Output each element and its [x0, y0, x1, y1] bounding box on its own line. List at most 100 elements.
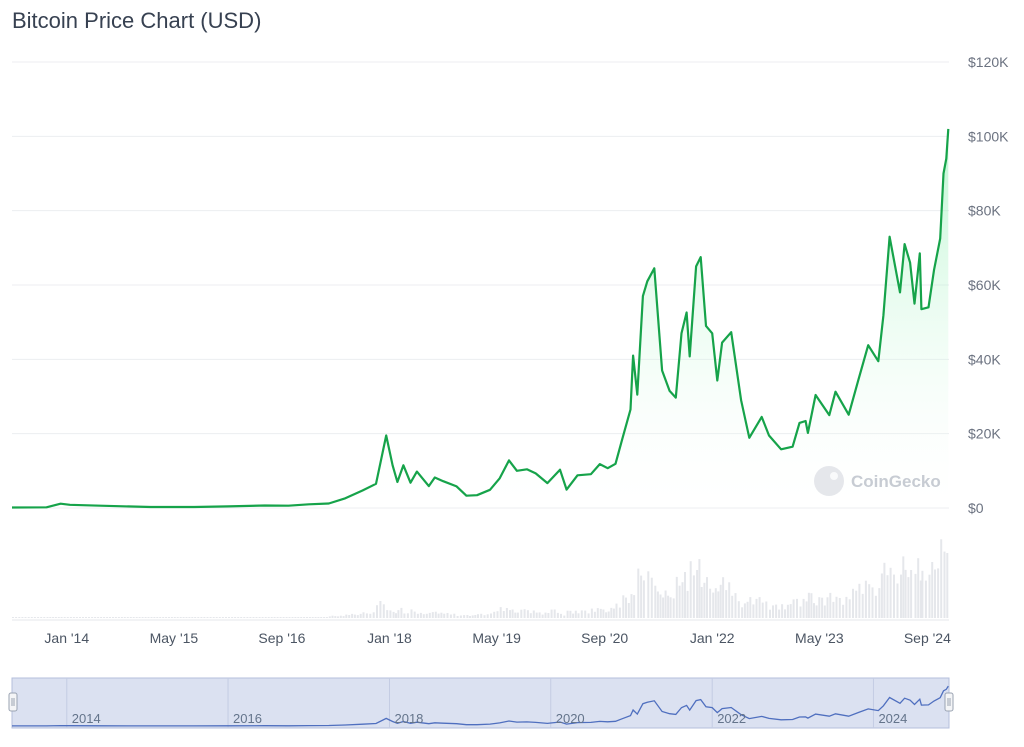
navigator-window[interactable] — [11, 677, 950, 729]
volume-bar — [602, 609, 605, 618]
volume-bar — [179, 617, 182, 618]
volume-bar — [696, 570, 699, 618]
volume-bar — [66, 617, 69, 618]
volume-bar — [769, 609, 771, 618]
volume-bar — [240, 617, 243, 618]
volume-bar — [526, 610, 529, 618]
volume-bar — [883, 562, 886, 618]
volume-bar — [449, 614, 452, 618]
volume-bar — [369, 613, 372, 618]
volume-bar — [362, 612, 365, 618]
volume-bar — [686, 590, 689, 618]
volume-bar — [168, 617, 170, 618]
volume-bar — [772, 605, 774, 618]
volume-bar — [440, 612, 443, 618]
volume-bar — [75, 617, 78, 618]
volume-bar — [615, 603, 618, 618]
volume-bar — [832, 601, 835, 618]
volume-bar — [662, 597, 665, 618]
volume-bar — [858, 583, 861, 618]
volume-bar — [138, 617, 141, 618]
volume-bar — [21, 617, 24, 618]
volume-bar — [135, 617, 138, 618]
volume-bar — [150, 617, 153, 618]
volume-bar — [852, 588, 854, 618]
volume-bar — [243, 617, 246, 618]
volume-bar — [815, 605, 818, 618]
volume-bar — [109, 617, 111, 618]
range-navigator[interactable]: 2014 2016 2018 2020 2022 2024 — [8, 677, 954, 729]
volume-bar — [228, 617, 230, 618]
navigator-line-group — [12, 685, 949, 727]
volume-bar — [117, 617, 120, 618]
volume-bar — [749, 597, 752, 618]
volume-bar — [706, 577, 708, 618]
volume-bar — [577, 613, 580, 618]
volume-bar — [813, 603, 815, 618]
coingecko-watermark: CoinGecko — [814, 466, 941, 496]
price-line[interactable] — [11, 128, 950, 509]
volume-bar — [535, 612, 538, 618]
volume-bar — [234, 617, 237, 618]
volume-bar — [607, 611, 610, 618]
volume-bar — [640, 575, 643, 618]
volume-bar — [27, 617, 30, 618]
volume-bar — [392, 611, 395, 618]
volume-bar — [818, 597, 821, 618]
volume-bar — [60, 617, 63, 618]
volume-bar — [810, 593, 813, 618]
volume-bar — [279, 617, 282, 618]
volume-bar — [563, 615, 566, 618]
navigator-left-handle[interactable] — [8, 692, 18, 712]
volume-bar — [605, 612, 608, 618]
volume-bar — [538, 612, 541, 618]
volume-bar — [320, 617, 323, 618]
volume-bar — [868, 584, 871, 618]
volume-bar — [437, 613, 440, 618]
volume-bar — [896, 583, 899, 618]
volume-bar — [593, 611, 596, 618]
volume-bar — [689, 561, 692, 618]
volume-bar — [413, 611, 416, 618]
volume-bar — [681, 582, 684, 618]
volume-bar — [587, 613, 590, 618]
volume-bar — [339, 615, 342, 618]
volume-bar — [206, 617, 209, 618]
volume-bar — [325, 617, 328, 618]
volume-bar — [85, 617, 87, 618]
volume-bar — [443, 613, 446, 618]
volume-bar — [796, 598, 798, 618]
volume-bar — [297, 617, 300, 618]
volume-bar — [550, 609, 553, 618]
volume-bar — [496, 611, 499, 618]
volume-bar — [599, 608, 602, 618]
volume-bar — [410, 609, 413, 618]
volume-bar — [566, 610, 569, 618]
volume-bar — [103, 617, 106, 618]
volume-bar — [97, 617, 100, 618]
volume-bar — [416, 613, 419, 618]
volume-bar — [544, 612, 547, 618]
volume-bar — [123, 617, 126, 618]
volume-bar — [647, 571, 650, 618]
volume-bar — [755, 598, 758, 618]
x-axis-labels: Jan '14 May '15 Sep '16 Jan '18 May '19 Sep '… — [44, 630, 951, 646]
volume-bar — [855, 590, 858, 618]
navigator-right-handle[interactable] — [944, 692, 954, 712]
x-tick-label: Sep '20 — [581, 630, 628, 646]
x-tick-label: Sep '16 — [258, 630, 305, 646]
volume-bar — [560, 613, 562, 618]
volume-bar — [72, 617, 75, 618]
volume-bar — [789, 604, 792, 618]
price-line-group[interactable] — [11, 128, 950, 509]
volume-bar — [889, 567, 892, 618]
volume-bar — [334, 616, 337, 618]
volume-bar — [886, 575, 889, 618]
volume-bar — [493, 611, 496, 618]
volume-bar — [709, 588, 712, 618]
volume-bar — [717, 591, 720, 618]
volume-bar — [69, 617, 72, 618]
volume-bar — [132, 617, 135, 618]
volume-bar — [46, 617, 49, 618]
